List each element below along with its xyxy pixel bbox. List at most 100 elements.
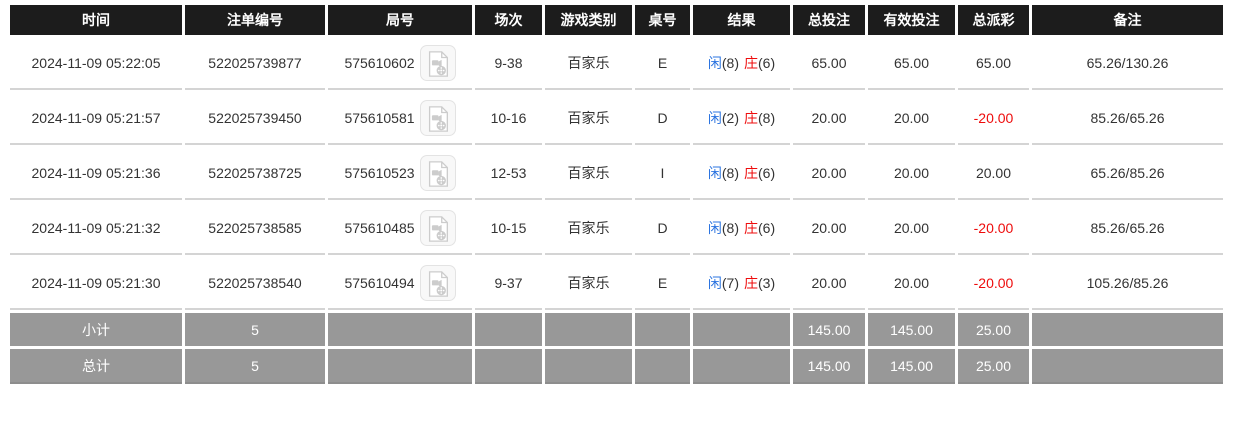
cell-session: 9-38 [475, 38, 542, 90]
column-header-time: 时间 [10, 5, 182, 35]
cell-game-type: 百家乐 [545, 258, 632, 310]
cell-payout: 20.00 [958, 148, 1029, 200]
player-result: 闲(7) [707, 275, 739, 291]
cell-round: 575610494 [328, 258, 472, 310]
cell-payout: -20.00 [958, 93, 1029, 145]
subtotal-payout: 25.00 [958, 313, 1029, 346]
cell-payout: -20.00 [958, 203, 1029, 255]
video-file-icon [428, 216, 448, 242]
video-replay-button[interactable] [419, 45, 456, 81]
player-result: 闲(8) [707, 165, 739, 181]
cell-round: 575610581 [328, 93, 472, 145]
cell-valid-bet: 20.00 [868, 93, 955, 145]
total-count: 5 [185, 349, 325, 384]
subtotal-valid-bet: 145.00 [868, 313, 955, 346]
video-file-icon [428, 51, 448, 77]
column-header-game-type: 游戏类别 [545, 5, 632, 35]
cell-result: 闲(8) 庄(6) [693, 203, 790, 255]
player-result: 闲(2) [707, 110, 739, 126]
cell-valid-bet: 20.00 [868, 203, 955, 255]
round-number: 575610602 [344, 55, 415, 71]
table-row: 2024-11-09 05:21:57 522025739450 5756105… [10, 93, 1223, 145]
column-header-bet-id: 注单编号 [185, 5, 325, 35]
cell-total-bet: 20.00 [793, 148, 865, 200]
cell-round: 575610523 [328, 148, 472, 200]
column-header-total-bet: 总投注 [793, 5, 865, 35]
cell-session: 12-53 [475, 148, 542, 200]
cell-total-bet: 20.00 [793, 258, 865, 310]
total-payout: 25.00 [958, 349, 1029, 384]
cell-session: 9-37 [475, 258, 542, 310]
round-number: 575610494 [344, 275, 415, 291]
cell-remark: 65.26/85.26 [1032, 148, 1223, 200]
cell-total-bet: 20.00 [793, 93, 865, 145]
player-result: 闲(8) [707, 220, 739, 236]
total-label: 总计 [10, 349, 182, 384]
table-header-row: 时间 注单编号 局号 场次 游戏类别 桌号 结果 总投注 有效投注 总派彩 备注 [10, 5, 1223, 35]
total-valid-bet: 145.00 [868, 349, 955, 384]
subtotal-total-bet: 145.00 [793, 313, 865, 346]
video-replay-button[interactable] [419, 100, 456, 136]
cell-total-bet: 65.00 [793, 38, 865, 90]
cell-remark: 85.26/65.26 [1032, 93, 1223, 145]
cell-valid-bet: 20.00 [868, 258, 955, 310]
cell-bet-id: 522025739877 [185, 38, 325, 90]
player-result: 闲(8) [707, 55, 739, 71]
table-row: 2024-11-09 05:21:36 522025738725 5756105… [10, 148, 1223, 200]
subtotal-label: 小计 [10, 313, 182, 346]
subtotal-row: 小计 5 145.00 145.00 25.00 [10, 313, 1223, 346]
video-file-icon [428, 161, 448, 187]
video-replay-button[interactable] [419, 210, 456, 246]
video-file-icon [428, 271, 448, 297]
bet-records-table: 时间 注单编号 局号 场次 游戏类别 桌号 结果 总投注 有效投注 总派彩 备注… [7, 2, 1226, 387]
total-total-bet: 145.00 [793, 349, 865, 384]
banker-result: 庄(3) [744, 275, 776, 291]
cell-round: 575610602 [328, 38, 472, 90]
cell-time: 2024-11-09 05:21:36 [10, 148, 182, 200]
column-header-result: 结果 [693, 5, 790, 35]
cell-round: 575610485 [328, 203, 472, 255]
cell-bet-id: 522025738540 [185, 258, 325, 310]
banker-result: 庄(8) [744, 110, 776, 126]
table-row: 2024-11-09 05:21:32 522025738585 5756104… [10, 203, 1223, 255]
cell-bet-id: 522025738585 [185, 203, 325, 255]
cell-time: 2024-11-09 05:21:32 [10, 203, 182, 255]
cell-remark: 105.26/85.26 [1032, 258, 1223, 310]
cell-payout: 65.00 [958, 38, 1029, 90]
banker-result: 庄(6) [744, 220, 776, 236]
cell-table-no: D [635, 203, 690, 255]
cell-valid-bet: 20.00 [868, 148, 955, 200]
total-row: 总计 5 145.00 145.00 25.00 [10, 349, 1223, 384]
cell-session: 10-16 [475, 93, 542, 145]
cell-result: 闲(8) 庄(6) [693, 38, 790, 90]
video-replay-button[interactable] [419, 265, 456, 301]
cell-session: 10-15 [475, 203, 542, 255]
banker-result: 庄(6) [744, 55, 776, 71]
column-header-table-no: 桌号 [635, 5, 690, 35]
cell-game-type: 百家乐 [545, 93, 632, 145]
video-replay-button[interactable] [419, 155, 456, 191]
round-number: 575610485 [344, 220, 415, 236]
column-header-payout: 总派彩 [958, 5, 1029, 35]
cell-result: 闲(2) 庄(8) [693, 93, 790, 145]
cell-time: 2024-11-09 05:22:05 [10, 38, 182, 90]
table-row: 2024-11-09 05:21:30 522025738540 5756104… [10, 258, 1223, 310]
banker-result: 庄(6) [744, 165, 776, 181]
cell-bet-id: 522025739450 [185, 93, 325, 145]
column-header-valid-bet: 有效投注 [868, 5, 955, 35]
cell-result: 闲(8) 庄(6) [693, 148, 790, 200]
cell-table-no: E [635, 258, 690, 310]
column-header-remark: 备注 [1032, 5, 1223, 35]
cell-result: 闲(7) 庄(3) [693, 258, 790, 310]
cell-remark: 65.26/130.26 [1032, 38, 1223, 90]
cell-bet-id: 522025738725 [185, 148, 325, 200]
cell-table-no: E [635, 38, 690, 90]
round-number: 575610581 [344, 110, 415, 126]
round-number: 575610523 [344, 165, 415, 181]
cell-time: 2024-11-09 05:21:57 [10, 93, 182, 145]
cell-total-bet: 20.00 [793, 203, 865, 255]
cell-game-type: 百家乐 [545, 203, 632, 255]
cell-game-type: 百家乐 [545, 148, 632, 200]
column-header-session: 场次 [475, 5, 542, 35]
subtotal-count: 5 [185, 313, 325, 346]
